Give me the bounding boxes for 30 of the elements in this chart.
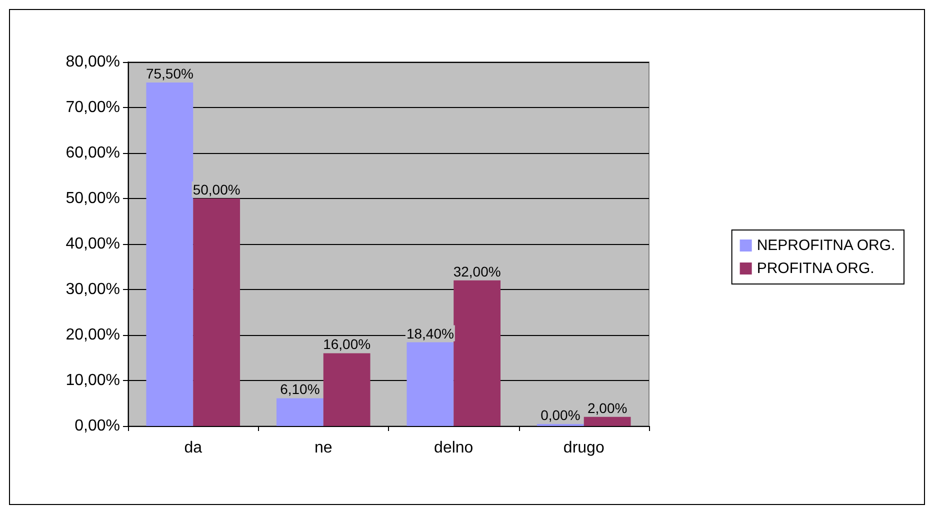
data-label: 16,00%	[323, 336, 371, 352]
legend-label: PROFITNA ORG.	[756, 260, 874, 277]
y-tick-label: 0,00%	[74, 418, 120, 434]
bar	[584, 416, 631, 426]
y-tick-label: 20,00%	[66, 326, 120, 344]
bar	[193, 198, 240, 426]
y-tick-label: 30,00%	[66, 281, 120, 298]
y-tick-label: 40,00%	[66, 236, 120, 252]
y-tick-label: 60,00%	[66, 144, 120, 162]
x-tick-label: drugo	[563, 440, 604, 456]
y-tick-label: 80,00%	[66, 54, 120, 70]
bar	[406, 342, 454, 426]
bar	[146, 82, 194, 426]
y-tick-label: 70,00%	[66, 99, 120, 116]
bar	[276, 398, 324, 426]
y-tick-label: 10,00%	[66, 372, 120, 389]
data-label: 6,10%	[280, 381, 320, 398]
legend-label: NEPROFITNA ORG.	[756, 237, 896, 254]
data-label: 32,00%	[453, 263, 501, 280]
data-label: 18,40%	[406, 325, 454, 342]
x-tick-label: delno	[434, 440, 474, 456]
data-label: 50,00%	[192, 182, 240, 198]
data-label: 0,00%	[540, 407, 580, 423]
x-tick-label: da	[184, 440, 202, 456]
bar	[454, 280, 501, 426]
bar	[323, 353, 370, 426]
data-label: 2,00%	[587, 400, 628, 416]
x-tick-label: ne	[314, 440, 332, 456]
data-label: 75,50%	[146, 65, 194, 82]
y-tick-label: 50,00%	[66, 190, 120, 207]
